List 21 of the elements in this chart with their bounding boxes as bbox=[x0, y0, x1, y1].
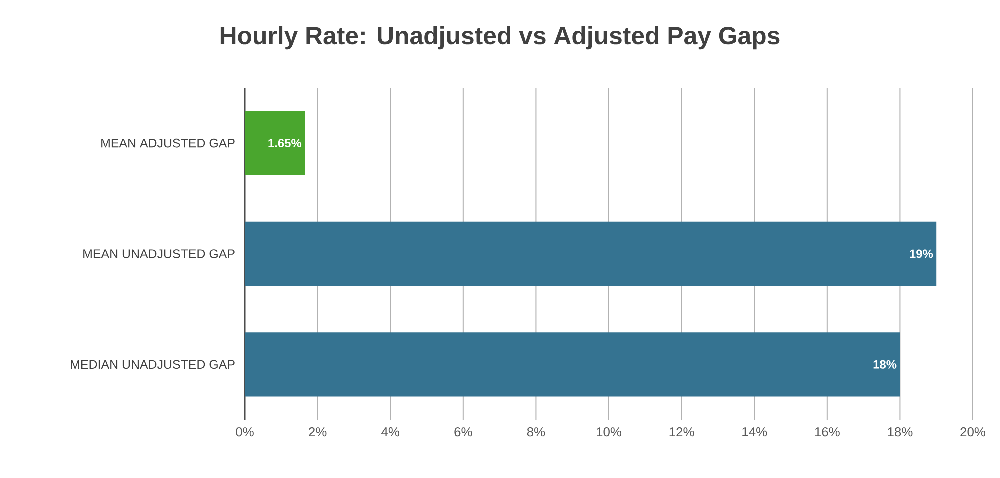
bar bbox=[245, 111, 306, 176]
data-label: 19% bbox=[910, 250, 934, 258]
x-tick-label: 14% bbox=[742, 428, 768, 437]
x-tick-label: 18% bbox=[888, 428, 913, 437]
y-tick-label: MEAN UNADJUSTED GAP bbox=[84, 250, 235, 258]
x-tick-label: 20% bbox=[960, 428, 986, 437]
x-tick-label: 8% bbox=[527, 428, 546, 437]
data-label: 18% bbox=[874, 360, 897, 369]
x-tick-label: 0% bbox=[236, 428, 254, 437]
x-tick-label: 2% bbox=[309, 428, 327, 437]
data-label: 1.65% bbox=[268, 139, 302, 148]
bar bbox=[245, 332, 900, 397]
x-tick-label: 10% bbox=[597, 428, 622, 437]
bar bbox=[245, 222, 937, 286]
x-tick-label: 12% bbox=[670, 428, 694, 437]
x-tick-label: 6% bbox=[454, 428, 472, 437]
y-tick-label: MEAN ADJUSTED GAP bbox=[102, 138, 235, 148]
x-tick-label: 16% bbox=[815, 428, 840, 437]
chart-title: Hourly Rate: Unadjusted vs Adjusted Pay Gaps bbox=[220, 26, 780, 50]
y-tick-label: MEDIAN UNADJUSTED GAP bbox=[71, 360, 235, 370]
x-tick-label: 4% bbox=[382, 428, 400, 437]
